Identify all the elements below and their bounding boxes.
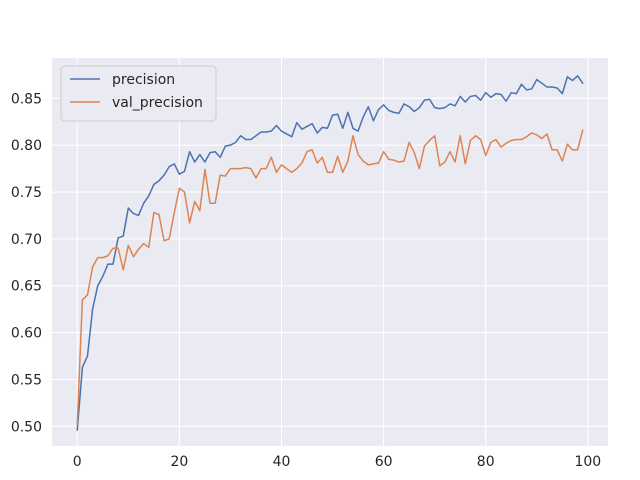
y-tick-label: 0.75	[11, 185, 42, 201]
y-tick-label: 0.65	[11, 279, 42, 295]
y-tick-label: 0.80	[11, 138, 42, 154]
legend-label-val_precision: val_precision	[112, 95, 203, 111]
tick-labels: 0 20 40 60 80 100 0.50 0.55 0.60 0.65 0.70 0.75 0.80…	[11, 91, 601, 470]
legend: precision val_precision	[60, 65, 217, 122]
x-tick-label: 0	[73, 454, 82, 470]
x-tick-label: 60	[375, 454, 393, 470]
y-tick-label: 0.60	[11, 326, 42, 342]
legend-label-precision: precision	[112, 72, 175, 88]
y-tick-label: 0.55	[11, 372, 42, 388]
x-tick-label: 100	[574, 454, 601, 470]
grid	[52, 58, 608, 446]
x-tick-label: 80	[477, 454, 495, 470]
y-tick-label: 0.70	[11, 232, 42, 248]
x-tick-label: 20	[170, 454, 188, 470]
y-tick-label: 0.50	[11, 419, 42, 435]
series-line-precision	[76, 75, 584, 431]
x-tick-label: 40	[273, 454, 291, 470]
series-lines	[76, 75, 584, 431]
series-line-val_precision	[76, 129, 584, 426]
y-tick-label: 0.85	[11, 91, 42, 107]
